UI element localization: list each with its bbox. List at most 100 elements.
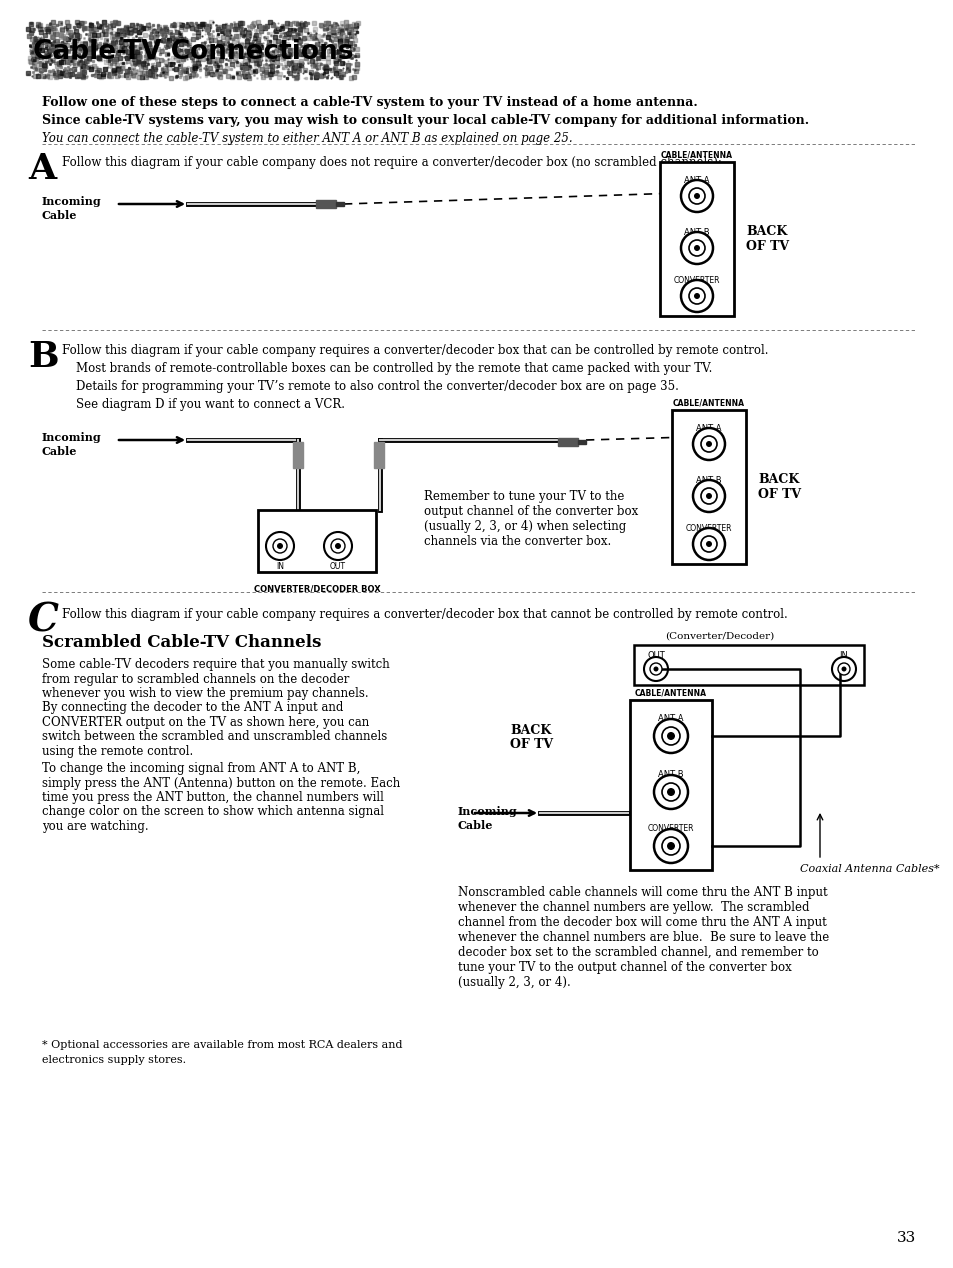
Bar — [335, 202, 344, 205]
Circle shape — [643, 657, 667, 681]
Bar — [257, 510, 375, 572]
Text: ANT B: ANT B — [683, 228, 709, 237]
Circle shape — [654, 775, 687, 809]
Circle shape — [841, 667, 845, 672]
Text: change color on the screen to show which antenna signal: change color on the screen to show which… — [42, 805, 384, 819]
Text: Nonscrambled cable channels will come thru the ANT B input: Nonscrambled cable channels will come th… — [457, 886, 827, 899]
Text: * Optional accessories are available from most RCA dealers and: * Optional accessories are available fro… — [42, 1040, 402, 1050]
Circle shape — [661, 784, 679, 801]
Text: CONVERTER output on the TV as shown here, you can: CONVERTER output on the TV as shown here… — [42, 716, 369, 729]
Bar — [659, 162, 733, 316]
Bar — [634, 645, 863, 685]
Text: simply press the ANT (Antenna) button on the remote. Each: simply press the ANT (Antenna) button on… — [42, 776, 400, 790]
Text: CONVERTER: CONVERTER — [685, 524, 732, 533]
Circle shape — [266, 533, 294, 560]
Text: Follow this diagram if your cable company requires a converter/decoder box that : Follow this diagram if your cable compan… — [62, 344, 768, 358]
Text: switch between the scrambled and unscrambled channels: switch between the scrambled and unscram… — [42, 730, 387, 743]
Text: Incoming: Incoming — [42, 432, 102, 443]
Circle shape — [335, 543, 340, 549]
Text: BACK: BACK — [510, 724, 551, 737]
Bar — [629, 700, 711, 870]
Text: ANT B: ANT B — [658, 770, 683, 779]
Text: OUT: OUT — [646, 650, 664, 661]
Text: Cable: Cable — [457, 820, 493, 831]
Text: Follow one of these steps to connect a cable-TV system to your TV instead of a h: Follow one of these steps to connect a c… — [42, 96, 697, 109]
Circle shape — [705, 541, 711, 547]
Text: time you press the ANT button, the channel numbers will: time you press the ANT button, the chann… — [42, 791, 383, 804]
Text: Since cable-TV systems vary, you may wish to consult your local cable-TV company: Since cable-TV systems vary, you may wis… — [42, 114, 808, 127]
Circle shape — [649, 663, 661, 675]
Text: (Converter/Decoder): (Converter/Decoder) — [664, 631, 774, 642]
Text: CABLE/ANTENNA: CABLE/ANTENNA — [660, 151, 732, 160]
Text: using the remote control.: using the remote control. — [42, 746, 193, 758]
Circle shape — [831, 657, 855, 681]
Circle shape — [666, 732, 675, 741]
Circle shape — [700, 436, 717, 451]
Circle shape — [653, 667, 658, 672]
Circle shape — [680, 180, 712, 212]
Text: decoder box set to the scrambled channel, and remember to: decoder box set to the scrambled channel… — [457, 946, 818, 959]
Text: A: A — [28, 152, 56, 186]
Text: By connecting the decoder to the ANT A input and: By connecting the decoder to the ANT A i… — [42, 701, 343, 714]
Circle shape — [693, 245, 700, 251]
Bar — [558, 437, 578, 446]
Text: ANT A: ANT A — [658, 714, 683, 723]
Circle shape — [666, 842, 675, 850]
Circle shape — [837, 663, 849, 675]
Text: CONVERTER: CONVERTER — [647, 824, 694, 833]
Bar — [374, 443, 384, 468]
Text: Cable-TV Connections: Cable-TV Connections — [32, 39, 353, 65]
Text: channel from the decoder box will come thru the ANT A input: channel from the decoder box will come t… — [457, 915, 826, 929]
Bar — [671, 410, 745, 564]
Circle shape — [324, 533, 352, 560]
Text: BACK
OF TV: BACK OF TV — [745, 224, 788, 254]
Circle shape — [705, 441, 711, 448]
Text: BACK
OF TV: BACK OF TV — [758, 473, 801, 501]
Text: whenever you wish to view the premium pay channels.: whenever you wish to view the premium pa… — [42, 687, 368, 700]
Text: whenever the channel numbers are yellow.  The scrambled: whenever the channel numbers are yellow.… — [457, 902, 809, 914]
Text: CONVERTER/DECODER BOX: CONVERTER/DECODER BOX — [253, 585, 380, 593]
Text: B: B — [28, 340, 58, 374]
Circle shape — [680, 232, 712, 264]
Text: Incoming: Incoming — [42, 197, 102, 207]
Text: See diagram D if you want to connect a VCR.: See diagram D if you want to connect a V… — [76, 398, 345, 411]
Circle shape — [700, 536, 717, 552]
Text: ANT A: ANT A — [683, 176, 709, 185]
Text: Cable: Cable — [42, 210, 77, 221]
Circle shape — [276, 543, 283, 549]
Text: CONVERTER: CONVERTER — [673, 276, 720, 285]
Text: You can connect the cable-TV system to either ANT A or ANT B as explained on pag: You can connect the cable-TV system to e… — [42, 132, 572, 145]
Text: Details for programming your TV’s remote to also control the converter/decoder b: Details for programming your TV’s remote… — [76, 380, 679, 393]
Circle shape — [688, 288, 704, 304]
Text: Remember to tune your TV to the
output channel of the converter box
(usually 2, : Remember to tune your TV to the output c… — [423, 489, 638, 548]
Text: To change the incoming signal from ANT A to ANT B,: To change the incoming signal from ANT A… — [42, 762, 360, 775]
Circle shape — [693, 193, 700, 199]
Text: electronics supply stores.: electronics supply stores. — [42, 1055, 186, 1065]
Text: IN: IN — [275, 562, 284, 571]
Circle shape — [666, 787, 675, 796]
Circle shape — [654, 829, 687, 864]
Circle shape — [692, 481, 724, 512]
Text: Incoming: Incoming — [457, 806, 517, 817]
Text: from regular to scrambled channels on the decoder: from regular to scrambled channels on th… — [42, 672, 349, 686]
Circle shape — [273, 539, 287, 553]
Text: 33: 33 — [896, 1231, 915, 1245]
Text: C: C — [28, 602, 59, 640]
Text: Cable: Cable — [42, 446, 77, 456]
Text: Scrambled Cable-TV Channels: Scrambled Cable-TV Channels — [42, 634, 321, 650]
Text: Follow this diagram if your cable company requires a converter/decoder box that : Follow this diagram if your cable compan… — [62, 607, 787, 621]
Text: OUT: OUT — [330, 562, 346, 571]
Bar — [28, 22, 357, 79]
Circle shape — [654, 719, 687, 753]
Bar — [293, 443, 303, 468]
Text: you are watching.: you are watching. — [42, 820, 149, 833]
Circle shape — [700, 488, 717, 503]
Circle shape — [692, 527, 724, 560]
Circle shape — [688, 188, 704, 204]
Text: ANT A: ANT A — [696, 424, 721, 432]
Bar — [578, 440, 585, 444]
Text: ANT B: ANT B — [696, 476, 721, 484]
Text: tune your TV to the output channel of the converter box: tune your TV to the output channel of th… — [457, 961, 791, 974]
Text: CABLE/ANTENNA: CABLE/ANTENNA — [672, 399, 744, 408]
Text: IN: IN — [839, 650, 847, 661]
